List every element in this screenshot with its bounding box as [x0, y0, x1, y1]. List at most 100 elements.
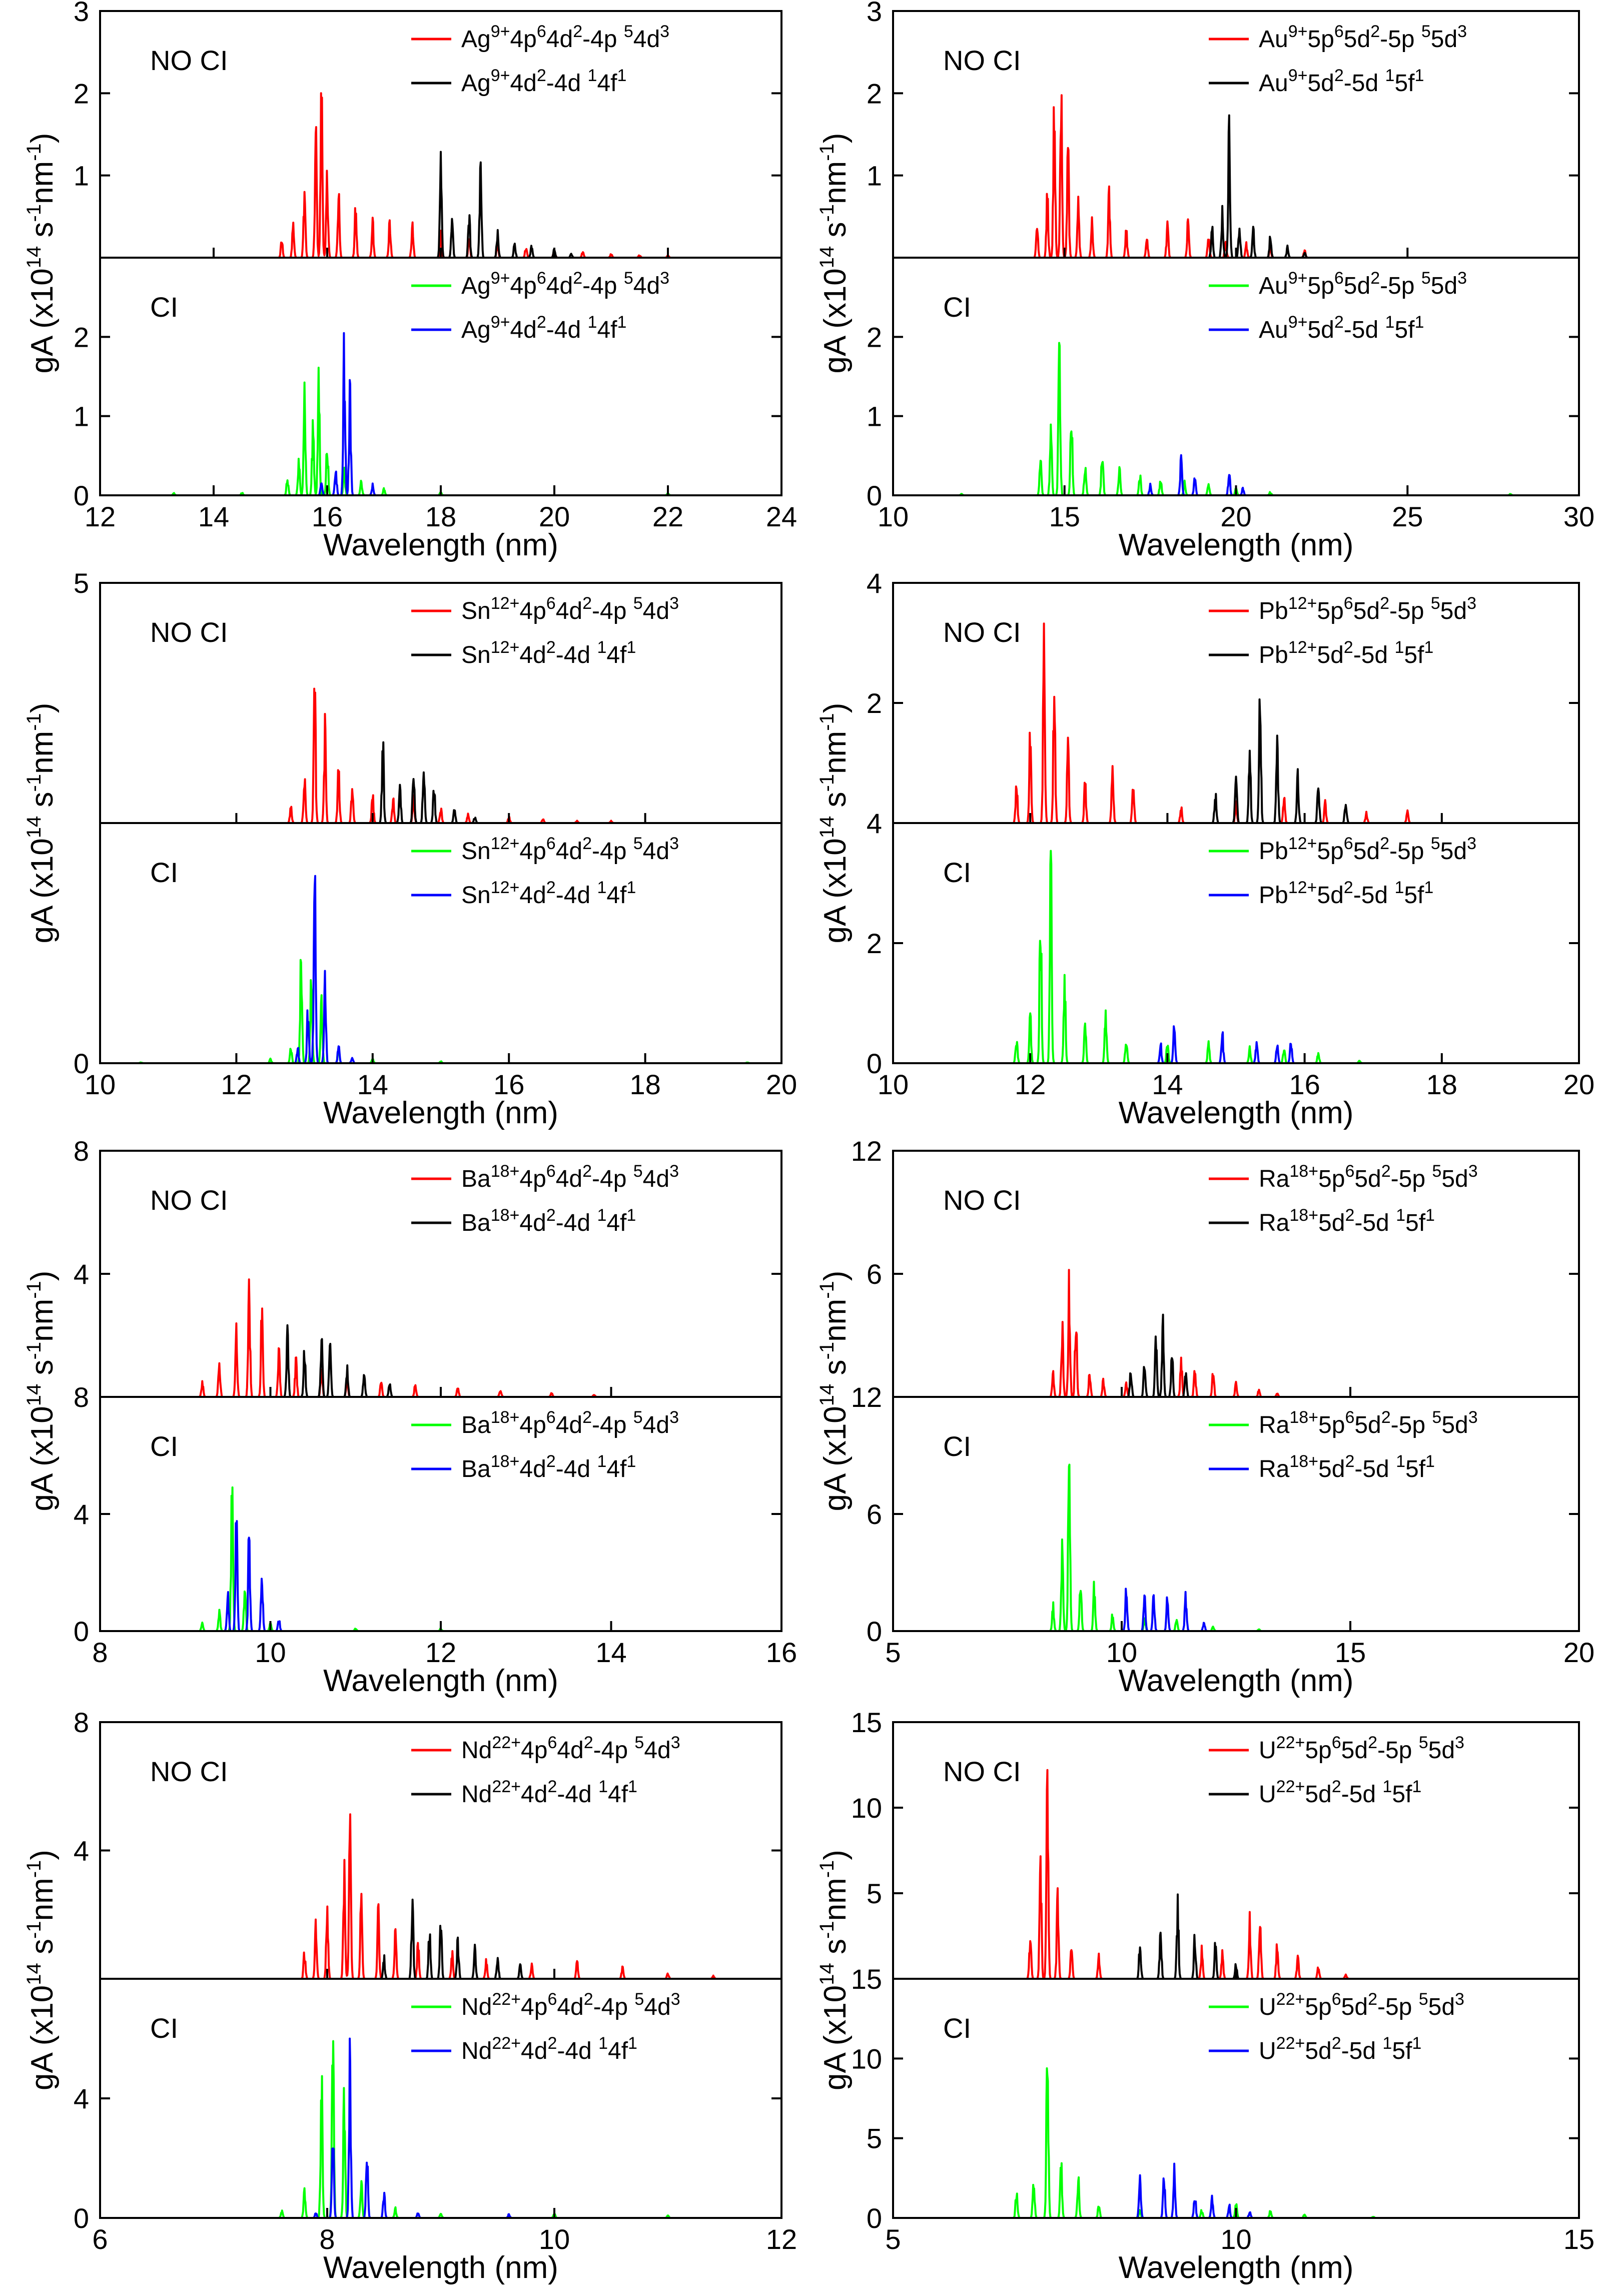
panel-label-top: NO CI	[943, 1756, 1021, 1787]
y-tick-label: 2	[74, 321, 89, 353]
x-tick-label: 10	[539, 2223, 570, 2255]
panel-label-top: NO CI	[943, 45, 1021, 76]
y-tick-label: 5	[74, 567, 89, 599]
axes-box-bottom	[99, 257, 782, 496]
legend-item-1-label: Ba18+4p64d2-4p 54d3	[461, 1162, 679, 1192]
y-axis-title: gA (x1014 s-1nm-1)	[816, 1271, 853, 1511]
y-tick-label: 4	[867, 808, 882, 839]
x-tick-label: 10	[878, 1069, 909, 1100]
legend-item-2-label: Ag9+4d2-4d 14f1	[461, 66, 626, 97]
series-top-1	[297, 1813, 724, 1980]
x-tick-label: 14	[1152, 1069, 1183, 1100]
y-tick-label: 12	[851, 1135, 882, 1167]
x-axis-title: Wavelength (nm)	[1119, 1096, 1354, 1130]
x-tick-label: 12	[85, 501, 116, 532]
axes-box-bottom	[892, 257, 1580, 496]
panel-label-top: NO CI	[150, 616, 228, 648]
x-tick-label: 12	[766, 2223, 797, 2255]
legend-top: Au9+5p65d2-5p 55d3 Au9+5d2-5d 15f1	[1209, 22, 1467, 97]
legend-top: Ag9+4p64d2-4p 54d3 Ag9+4d2-4d 14f1	[411, 22, 669, 97]
y-tick-label: 6	[867, 1258, 882, 1290]
y-tick-label: 15	[851, 1707, 882, 1738]
subplot-bottom: 2 1 0 CI Au9+5p65d2-5p 55d3 Au9+5d2-5d 15f1	[867, 257, 1580, 511]
axes-box-bottom	[892, 1978, 1580, 2219]
y-tick-label: 4	[74, 1835, 89, 1867]
y-axis-title: gA (x1014 s-1nm-1)	[816, 133, 853, 374]
x-tick-label: 15	[1563, 2223, 1594, 2255]
legend-item-2-label: Ra18+5d2-5d 15f1	[1259, 1452, 1435, 1482]
series-bottom-1	[134, 959, 758, 1064]
legend-item-2-label: U22+5d2-5d 15f1	[1259, 1777, 1421, 1808]
y-tick-label: 0	[74, 2202, 89, 2234]
subplot-bottom: 15 10 5 0 CI U22+5p65d2-5p 55d3 U22+5d2-5d 15f…	[851, 1963, 1580, 2234]
y-tick-label: 0	[867, 1616, 882, 1647]
legend-item-1-label: Ag9+4p64d2-4p 54d3	[461, 22, 669, 53]
x-tick-label: 6	[92, 2223, 108, 2255]
y-tick-label: 2	[867, 928, 882, 959]
x-tick-label: 5	[885, 2223, 901, 2255]
legend-bottom: U22+5p65d2-5p 55d3 U22+5d2-5d 15f1	[1209, 1990, 1464, 2064]
series-top-1	[275, 92, 678, 259]
y-tick-label: 2	[74, 78, 89, 109]
x-tick-label: 25	[1392, 501, 1423, 532]
series-top-2	[1208, 698, 1357, 824]
y-tick-label: 1	[74, 401, 89, 432]
x-axis-title: Wavelength (nm)	[323, 1096, 558, 1130]
legend-bottom: Sn12+4p64d2-4p 54d3 Sn12+4d2-4d 14f1	[411, 834, 679, 909]
legend-item-2-label: Pb12+5d2-5d 15f1	[1259, 638, 1433, 668]
series-bottom-1	[954, 342, 1521, 496]
panel-ra: 12 6 NO CI Ra18+5p65d2-5p 55d3 Ra18+5d2-5d 1…	[816, 1135, 1594, 1698]
legend-top: Sn12+4p64d2-4p 54d3 Sn12+4d2-4d 14f1	[411, 594, 679, 668]
panel-u: 15 10 5 NO CI U22+5p65d2-5p 55d3 U22+5d2-5d 1…	[816, 1707, 1594, 2285]
legend-item-1-label: Au9+5p65d2-5p 55d3	[1259, 22, 1467, 53]
x-tick-label: 15	[1049, 501, 1080, 532]
x-tick-label: 18	[629, 1069, 660, 1100]
series-bottom-1	[167, 366, 678, 496]
x-tick-label: 5	[885, 1637, 901, 1668]
subplot-top: 3 2 1 NO CI Au9+5p65d2-5p 55d3 Au9+5d2-5d 15f…	[867, 0, 1580, 259]
series-top-2	[1132, 1893, 1247, 1980]
y-tick-label: 1	[867, 401, 882, 432]
legend-item-2-label: Au9+5d2-5d 15f1	[1259, 66, 1424, 97]
axes-box-bottom	[99, 822, 782, 1064]
panel-pb: 4 2 NO CI Pb12+5p65d2-5p 55d3 Pb12+5d2-5d 15…	[816, 567, 1594, 1130]
subplot-bottom: 8 4 0 CI Ba18+4p64d2-4p 54d3 Ba18+4d2-4d 14f1	[74, 1381, 782, 1647]
x-tick-label: 10	[85, 1069, 116, 1100]
legend-bottom: Ag9+4p64d2-4p 54d3 Ag9+4d2-4d 14f1	[411, 269, 669, 343]
legend-item-2-label: Nd22+4d2-4d 14f1	[461, 2034, 637, 2064]
series-top-2	[1204, 114, 1316, 259]
series-top-1	[1030, 94, 1316, 259]
panel-label-bottom: CI	[150, 291, 178, 323]
x-tick-label: 12	[1015, 1069, 1046, 1100]
subplot-top: 8 4 NO CI Nd22+4p64d2-4p 54d3 Nd22+4d2-4d 14…	[74, 1707, 782, 1980]
panel-label-bottom: CI	[150, 1430, 178, 1462]
series-top-2	[433, 151, 582, 259]
x-tick-label: 16	[312, 501, 343, 532]
legend-item-2-label: U22+5d2-5d 15f1	[1259, 2034, 1421, 2064]
y-tick-label: 8	[74, 1707, 89, 1738]
subplot-top: 5 NO CI Sn12+4p64d2-4p 54d3 Sn12+4d2-4d 14f…	[74, 567, 782, 824]
x-tick-label: 20	[539, 501, 570, 532]
subplot-top: 8 4 NO CI Ba18+4p64d2-4p 54d3 Ba18+4d2-4d 14…	[74, 1135, 782, 1398]
legend-item-2-label: Nd22+4d2-4d 14f1	[461, 1777, 637, 1808]
axes-box-bottom	[99, 1978, 782, 2219]
panel-label-bottom: CI	[943, 291, 971, 323]
x-tick-label: 22	[652, 501, 683, 532]
legend-item-1-label: Sn12+4p64d2-4p 54d3	[461, 594, 679, 624]
x-tick-label: 12	[425, 1637, 456, 1668]
y-tick-label: 10	[851, 1792, 882, 1824]
legend-item-2-label: Ba18+4d2-4d 14f1	[461, 1206, 636, 1236]
x-tick-label: 15	[1335, 1637, 1366, 1668]
x-tick-label: 30	[1563, 501, 1594, 532]
series-bottom-2	[1132, 2162, 1261, 2219]
legend-bottom: Au9+5p65d2-5p 55d3 Au9+5d2-5d 15f1	[1209, 269, 1467, 343]
y-tick-label: 4	[74, 2083, 89, 2114]
y-tick-label: 8	[74, 1135, 89, 1167]
y-tick-label: 12	[851, 1381, 882, 1413]
legend-bottom: Nd22+4p64d2-4p 54d3 Nd22+4d2-4d 14f1	[411, 1990, 680, 2064]
series-bottom-2	[1153, 1025, 1302, 1064]
x-tick-label: 12	[221, 1069, 252, 1100]
legend-item-1-label: U22+5p65d2-5p 55d3	[1259, 1990, 1464, 2020]
legend-bottom: Ba18+4p64d2-4p 54d3 Ba18+4d2-4d 14f1	[411, 1408, 679, 1482]
series-top-1	[1046, 1269, 1288, 1398]
